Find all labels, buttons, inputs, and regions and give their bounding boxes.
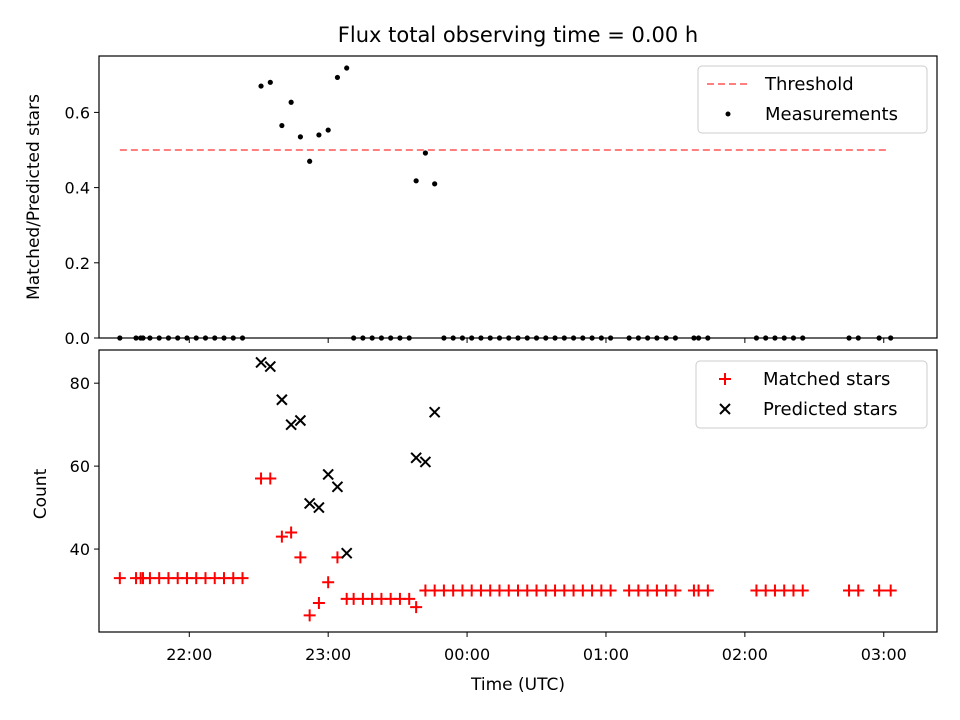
matched-stars-point [303,609,316,622]
top-legend-box [697,65,928,134]
matched-stars-point [604,584,617,597]
top-panel: Flux total observing time = 0.00 h 0.00.… [24,23,938,348]
measurement-point [279,122,285,129]
threshold-legend-label: Threshold [764,74,854,95]
bottom-plot-area: 40 60 80 22:00 23:00 00:00 01:00 02:00 03:00 [70,356,907,664]
predicted-legend-swatch [719,403,731,415]
matched-stars-point [312,596,325,609]
top-chart-title: Flux total observing time = 0.00 h [338,23,698,47]
y-tick-label: 0.0 [65,329,90,348]
predicted-stars-point [340,547,353,559]
matched-stars-point [236,572,249,585]
x-tick-label: 01:00 [583,645,629,664]
measurement-point [325,127,331,133]
measurement-point [413,178,419,184]
top-y-axis-label: Matched/Predicted stars [24,94,44,300]
x-tick-label: 02:00 [722,645,768,664]
bottom-y-axis-label: Count [31,468,51,519]
measurement-point [316,132,322,138]
y-tick-label: 60 [70,457,90,476]
x-tick-label: 22:00 [166,645,212,664]
measurement-point [307,158,313,164]
measurement-point [432,181,438,187]
predicted-stars-point [428,406,441,418]
y-tick-label: 40 [70,540,90,559]
predicted-stars-point [313,501,325,514]
matched-stars-point [884,584,897,597]
matched-stars-point [264,472,277,485]
matched-stars-point [285,526,298,539]
measurement-point [344,65,350,71]
measurement-point [267,79,273,85]
y-tick-label: 0.6 [65,103,90,122]
top-plot-area: 0.0 0.2 0.4 0.6 [65,65,894,348]
matched-stars-point [852,584,865,597]
matched-stars-point [275,530,288,543]
matched-stars-point [669,584,682,597]
y-tick-label: 0.2 [65,254,90,273]
predicted-stars-point [322,468,334,481]
bottom-legend-box [695,360,928,429]
matched-stars-point [796,584,809,597]
predicted-stars-point [255,356,267,369]
predicted-stars-point [285,418,297,431]
predicted-stars-point [410,452,422,464]
predicted-stars-point [264,360,277,373]
matched-stars-point [322,576,335,589]
predicted-stars-point [294,414,307,427]
matched-stars-point [403,592,416,605]
y-tick-label: 80 [70,374,90,393]
y-tick-label: 0.4 [65,179,90,198]
measurement-point [288,99,294,105]
predicted-legend-label: Predicted stars [763,399,897,420]
measurements-legend-swatch [725,111,731,117]
measurement-point [334,74,341,81]
x-tick-label: 00:00 [444,645,490,664]
measurement-point [297,134,303,140]
matched-stars-point [113,572,126,585]
bottom-panel: 40 60 80 22:00 23:00 00:00 01:00 02:00 03:00 Cou… [31,349,938,695]
matched-legend-swatch [719,373,731,385]
measurement-point [258,83,264,89]
predicted-stars-point [331,481,344,493]
predicted-stars-point [419,456,432,468]
matched-legend-label: Matched stars [763,369,890,390]
x-tick-label: 23:00 [305,645,351,664]
top-axes-frame [98,55,938,339]
predicted-stars-point [303,497,316,510]
matched-stars-point [410,601,423,614]
matched-stars-point [873,584,886,597]
bottom-legend: Matched stars Predicted stars [695,360,928,429]
x-axis-label: Time (UTC) [470,675,565,695]
predicted-stars-point [276,394,288,406]
matched-stars-point [294,551,307,564]
bottom-axes-frame [98,349,938,633]
top-legend: Threshold Measurements [697,65,928,134]
x-tick-label: 03:00 [861,645,907,664]
matched-stars-point [701,584,714,597]
measurements-legend-label: Measurements [765,104,898,125]
measurement-point [422,150,429,156]
